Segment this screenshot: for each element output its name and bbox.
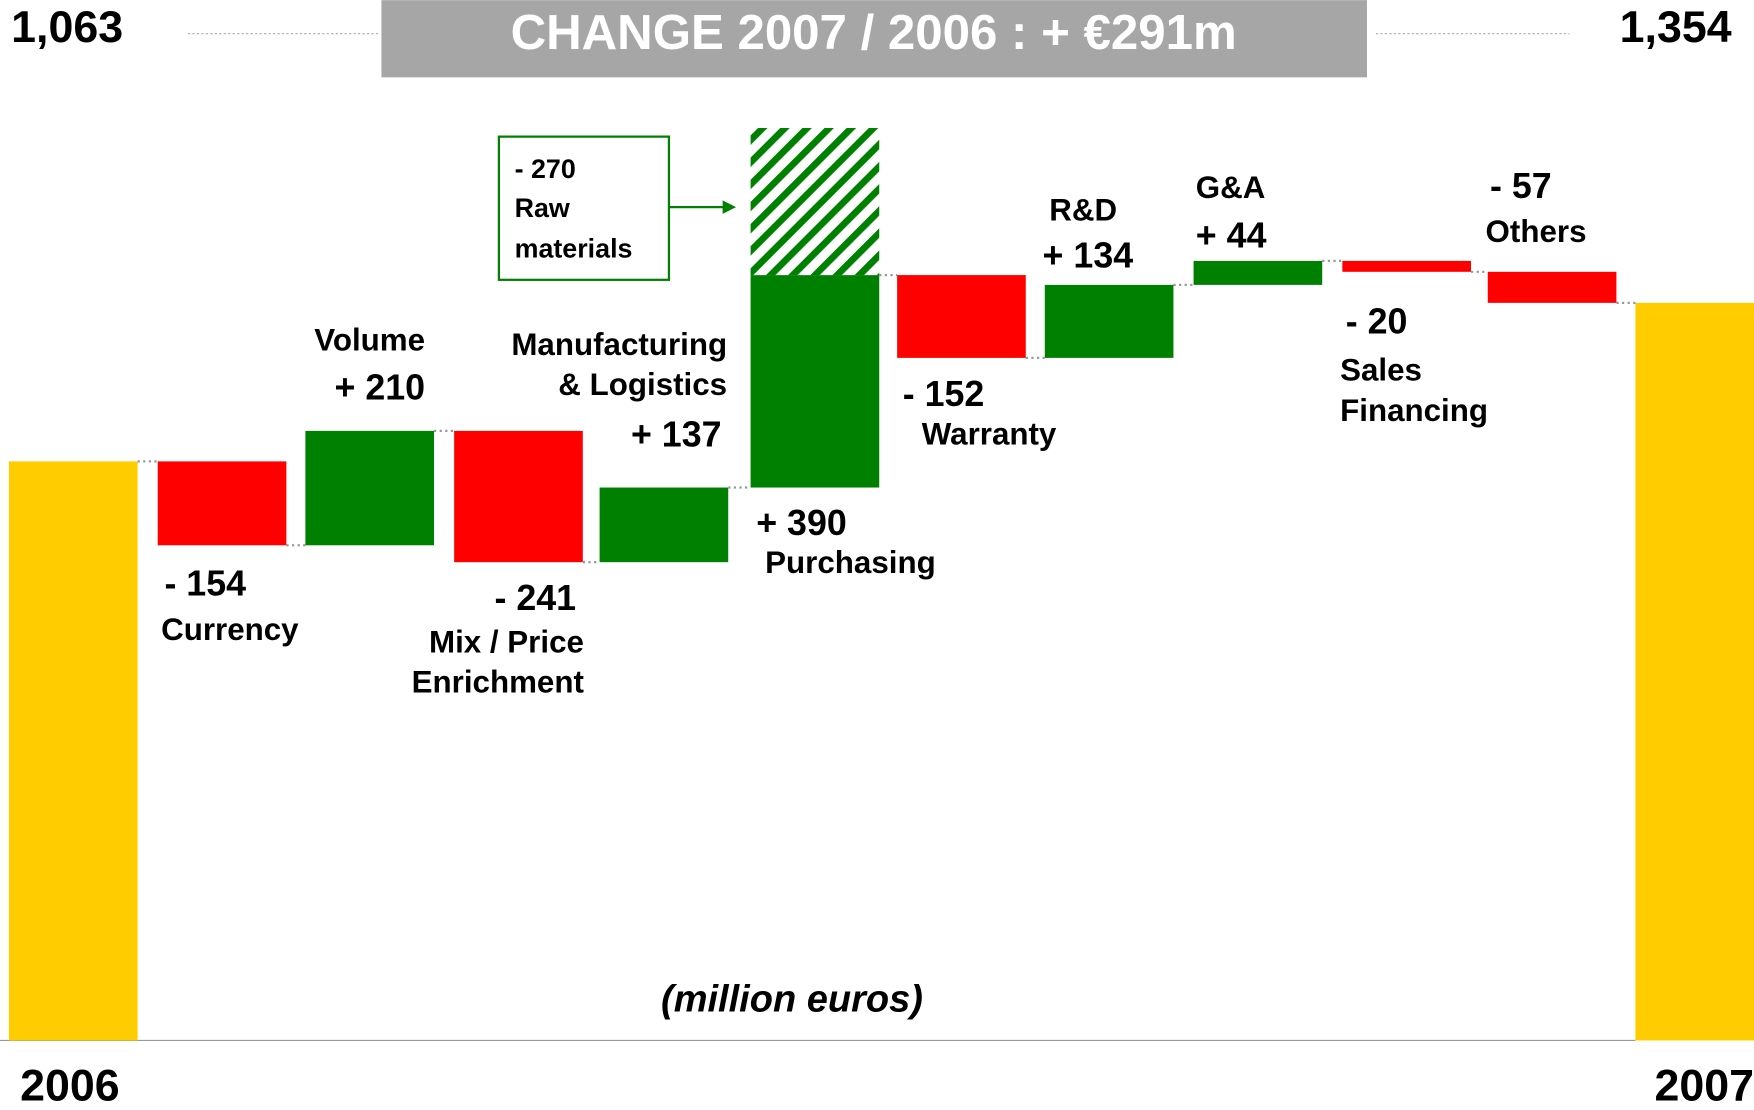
bar — [1044, 284, 1174, 358]
category-label: Mix / Price Enrichment — [411, 624, 584, 700]
value-label-box: + 137 — [630, 414, 722, 455]
value-label: + 44 — [1195, 214, 1267, 256]
hatched-bar — [750, 127, 880, 276]
category-label: Currency — [161, 612, 299, 647]
category-label: R&D — [1049, 192, 1118, 228]
value-label-box: - 57 — [1490, 165, 1552, 206]
category-label-box: Currency — [161, 612, 299, 647]
category-label-box: Others — [1485, 213, 1587, 249]
value-label-box: + 134 — [1042, 235, 1134, 276]
title-box — [381, 0, 1367, 78]
category-label: G&A — [1195, 170, 1266, 205]
annotation-label-box: Raw materials — [514, 193, 633, 265]
category-label-box: G&A — [1195, 170, 1266, 205]
value-label-box: + 44 — [1195, 214, 1267, 256]
start-value-label: 1,063 — [11, 2, 123, 52]
end-bar — [1635, 302, 1754, 1041]
value-label-box: + 210 — [334, 367, 426, 408]
chart-title: CHANGE 2007 / 2006 : + €291m — [511, 5, 1237, 60]
end-value-label: 1,354 — [1620, 2, 1732, 52]
category-label-box: Warranty — [921, 416, 1057, 451]
bar — [1487, 271, 1617, 303]
annotation-label: Raw materials — [514, 193, 633, 265]
bar — [1342, 260, 1471, 272]
value-label: - 57 — [1490, 165, 1552, 206]
category-label-box: Purchasing — [765, 544, 936, 580]
category-label-box: Volume — [314, 322, 426, 358]
annotation-value-box: - 270 — [514, 154, 576, 185]
value-label: - 20 — [1345, 301, 1408, 342]
bar — [454, 430, 583, 563]
unit-note: (million euros) — [661, 978, 923, 1020]
value-label-box: - 241 — [494, 577, 577, 618]
bar — [750, 275, 880, 488]
value-label-box: - 152 — [902, 373, 985, 415]
bar — [599, 487, 729, 563]
category-label-box: R&D — [1049, 192, 1118, 228]
value-label: + 137 — [630, 414, 722, 455]
start-bar — [8, 461, 138, 1041]
start-label: 2006 — [20, 1060, 120, 1110]
bar — [157, 461, 287, 546]
end-label: 2007 — [1654, 1060, 1754, 1110]
value-label: + 210 — [334, 367, 426, 408]
category-label-box: Sales Financing — [1340, 352, 1489, 428]
category-label: Manufacturing & Logistics — [511, 326, 728, 402]
value-label: + 134 — [1042, 235, 1134, 276]
category-label: Warranty — [921, 416, 1057, 451]
category-label: Others — [1485, 213, 1587, 249]
annotation-value: - 270 — [514, 154, 576, 185]
category-label: Volume — [314, 322, 426, 358]
value-label-box: + 390 — [756, 502, 847, 543]
bar — [1193, 260, 1323, 285]
value-label-box: - 154 — [164, 562, 247, 604]
category-label-box: Mix / Price Enrichment — [411, 624, 584, 700]
category-label-box: Manufacturing & Logistics — [511, 326, 728, 402]
value-label: + 390 — [756, 502, 847, 543]
bar — [897, 275, 1026, 358]
category-label: Purchasing — [765, 544, 936, 580]
value-label: - 154 — [164, 562, 247, 604]
annotation-arrowhead — [722, 200, 737, 214]
bar — [305, 430, 435, 546]
value-label: - 241 — [494, 577, 577, 618]
category-label: Sales Financing — [1340, 352, 1489, 428]
value-label-box: - 20 — [1345, 301, 1408, 342]
value-label: - 152 — [902, 373, 985, 415]
